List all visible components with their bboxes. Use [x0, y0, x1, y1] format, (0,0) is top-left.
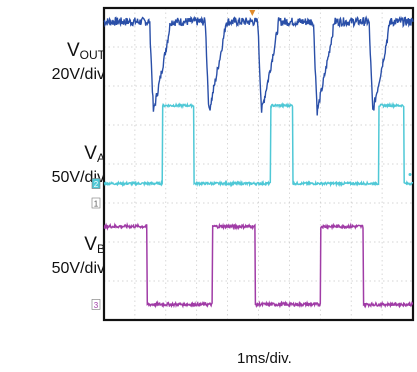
channel-marker-1-box — [91, 197, 101, 209]
va-scale: 50V/div — [51, 169, 105, 186]
va-symbol: VA — [84, 143, 105, 165]
channel-marker-va-text: 2 — [94, 180, 99, 189]
channel-marker-va-box — [91, 178, 101, 189]
channel-marker-vb-text: 3 — [94, 301, 99, 310]
vb-label: VB 50V/div — [52, 234, 105, 278]
vb-scale: 50V/div — [51, 260, 105, 277]
vb-trace — [103, 221, 414, 309]
vout-label: VOUT 20V/div — [52, 40, 105, 84]
plot-frame — [102, 6, 415, 322]
va-label: VA 50V/div — [52, 143, 105, 187]
channel-marker-1-text: 1 — [94, 200, 99, 209]
vb-symbol: VB — [84, 234, 105, 256]
vout-trace — [103, 15, 414, 116]
channel-marker-vb-box — [91, 299, 101, 310]
vout-scale: 20V/div — [51, 66, 105, 83]
va-trace — [103, 101, 414, 188]
vout-symbol: VOUT — [66, 40, 105, 62]
trigger-marker — [249, 10, 256, 16]
va-level-dot — [408, 173, 412, 176]
x-axis-scale-label: 1ms/div. — [237, 350, 292, 367]
